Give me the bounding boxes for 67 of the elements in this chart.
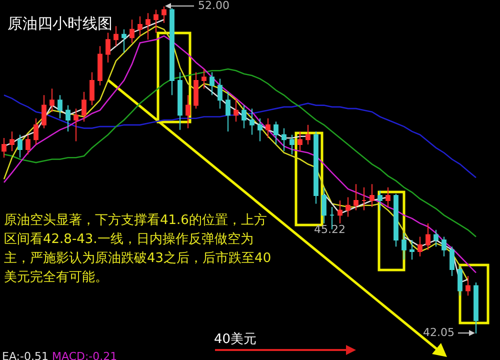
candlestick — [82, 91, 86, 122]
candlestick — [2, 138, 6, 158]
annotation: 52.00 — [198, 0, 230, 12]
annotation: 45.22 — [314, 223, 346, 236]
candlestick — [58, 94, 62, 119]
candlestick — [434, 229, 438, 248]
candlestick — [226, 91, 230, 132]
candlestick — [234, 98, 238, 122]
candlestick — [42, 94, 46, 129]
candlestick — [298, 130, 302, 152]
candlestick — [346, 196, 350, 218]
candlestick — [194, 72, 198, 110]
candlestick — [370, 184, 374, 208]
annotation: 原油空头显著，下方支撑看41.6的位置，上方区间看42.8-43.一线，日内操作反弹做空为主，严施影认为原油跌破43之后，后市跌至40美元完全有可能。 — [4, 212, 272, 287]
candlestick — [170, 8, 174, 96]
candlestick — [290, 134, 294, 155]
candlestick — [130, 19, 134, 44]
candlestick — [146, 12, 150, 40]
candlestick — [138, 16, 142, 36]
candlestick — [362, 186, 366, 211]
candlestick — [354, 184, 358, 211]
candlestick — [26, 134, 30, 155]
candlestick — [450, 246, 454, 276]
candlestick — [306, 124, 310, 146]
text: MACD:-0.21 — [52, 350, 118, 360]
candlestick — [218, 78, 222, 110]
candlestick — [282, 128, 286, 152]
candlestick — [338, 200, 342, 224]
candlestick — [210, 72, 214, 96]
candlestick — [18, 134, 22, 158]
candlestick — [274, 121, 278, 146]
candlestick — [66, 104, 70, 132]
candlestick — [90, 72, 94, 106]
candlestick — [266, 118, 270, 138]
candlestick — [98, 46, 102, 86]
candlestick — [442, 236, 446, 257]
text: 原油四小时线图 — [8, 14, 112, 32]
text: EA:-0.51 — [2, 350, 48, 360]
annotation: 40美元 — [214, 331, 257, 347]
candlestick — [466, 276, 470, 296]
candlestick — [106, 32, 110, 63]
candlestick — [394, 193, 398, 248]
candlestick — [202, 68, 206, 90]
candlestick — [178, 72, 182, 130]
candlestick — [10, 130, 14, 152]
candlestick — [402, 232, 406, 260]
candlestick — [34, 118, 38, 146]
candlestick — [74, 108, 78, 142]
candlestick — [250, 108, 254, 136]
candlestick — [474, 282, 478, 334]
candlestick — [378, 190, 382, 211]
candlestick — [410, 240, 414, 260]
candlestick — [114, 26, 118, 47]
candlestick — [458, 266, 462, 296]
candlestick — [418, 236, 422, 257]
candlestick — [242, 104, 246, 129]
candlestick — [314, 130, 318, 204]
candlestick — [322, 186, 326, 224]
candlestick — [186, 94, 190, 129]
candlestick — [426, 222, 430, 250]
candlestick — [258, 118, 262, 142]
candlestick — [122, 28, 126, 54]
candlestick — [154, 9, 158, 34]
candlestick — [162, 6, 166, 24]
candlestick — [386, 186, 390, 208]
candlestick — [50, 88, 54, 112]
annotation: 42.05 — [423, 326, 454, 339]
